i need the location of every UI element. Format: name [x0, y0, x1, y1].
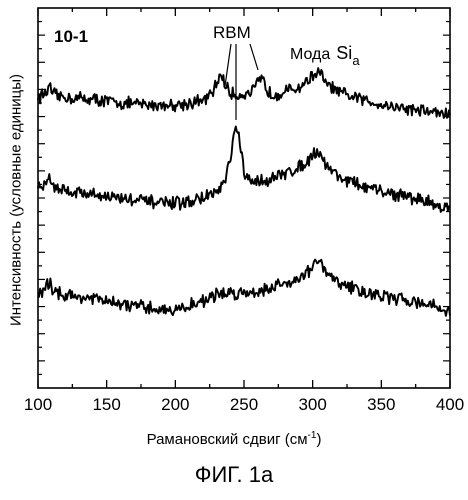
- x-tick-label: 200: [161, 395, 189, 414]
- spectrum-line-1: [37, 67, 451, 119]
- x-tick-label: 250: [230, 395, 258, 414]
- x-tick-label: 100: [24, 395, 52, 414]
- rbm-pointer-right: [249, 43, 259, 71]
- y-axis-label: Интенсивность (условные единицы): [7, 73, 25, 327]
- spectrum-line-3: [37, 258, 451, 317]
- y-axis-label-box: Интенсивность (условные единицы): [1, 10, 31, 390]
- rbm-pointer-lines: [224, 43, 259, 120]
- x-tick-label: 150: [92, 395, 120, 414]
- panel-label: 10-1: [54, 27, 88, 46]
- x-axis-label-close: ): [316, 431, 322, 448]
- mode-annotation: Мода Sia: [290, 43, 360, 68]
- mode-symbol: Si: [336, 43, 352, 63]
- mode-subscript: a: [352, 53, 360, 68]
- series-layer: [37, 67, 451, 317]
- x-axis-label: Рамановский сдвиг (см-1): [0, 430, 468, 448]
- spectrum-line-2: [37, 125, 451, 213]
- x-tick-label: 350: [367, 395, 395, 414]
- mode-prefix: Мода: [290, 46, 330, 63]
- x-axis-label-sup: -1: [307, 430, 317, 441]
- x-tick-labels: 100 150 200 250 300 350 400: [24, 395, 464, 414]
- x-axis-label-main: Рамановский сдвиг (см: [146, 431, 308, 448]
- rbm-pointer-left: [224, 43, 232, 87]
- x-tick-label: 400: [436, 395, 464, 414]
- figure-caption: ФИГ. 1a: [194, 462, 274, 487]
- rbm-annotation: RBM: [213, 23, 251, 42]
- x-tick-label: 300: [298, 395, 326, 414]
